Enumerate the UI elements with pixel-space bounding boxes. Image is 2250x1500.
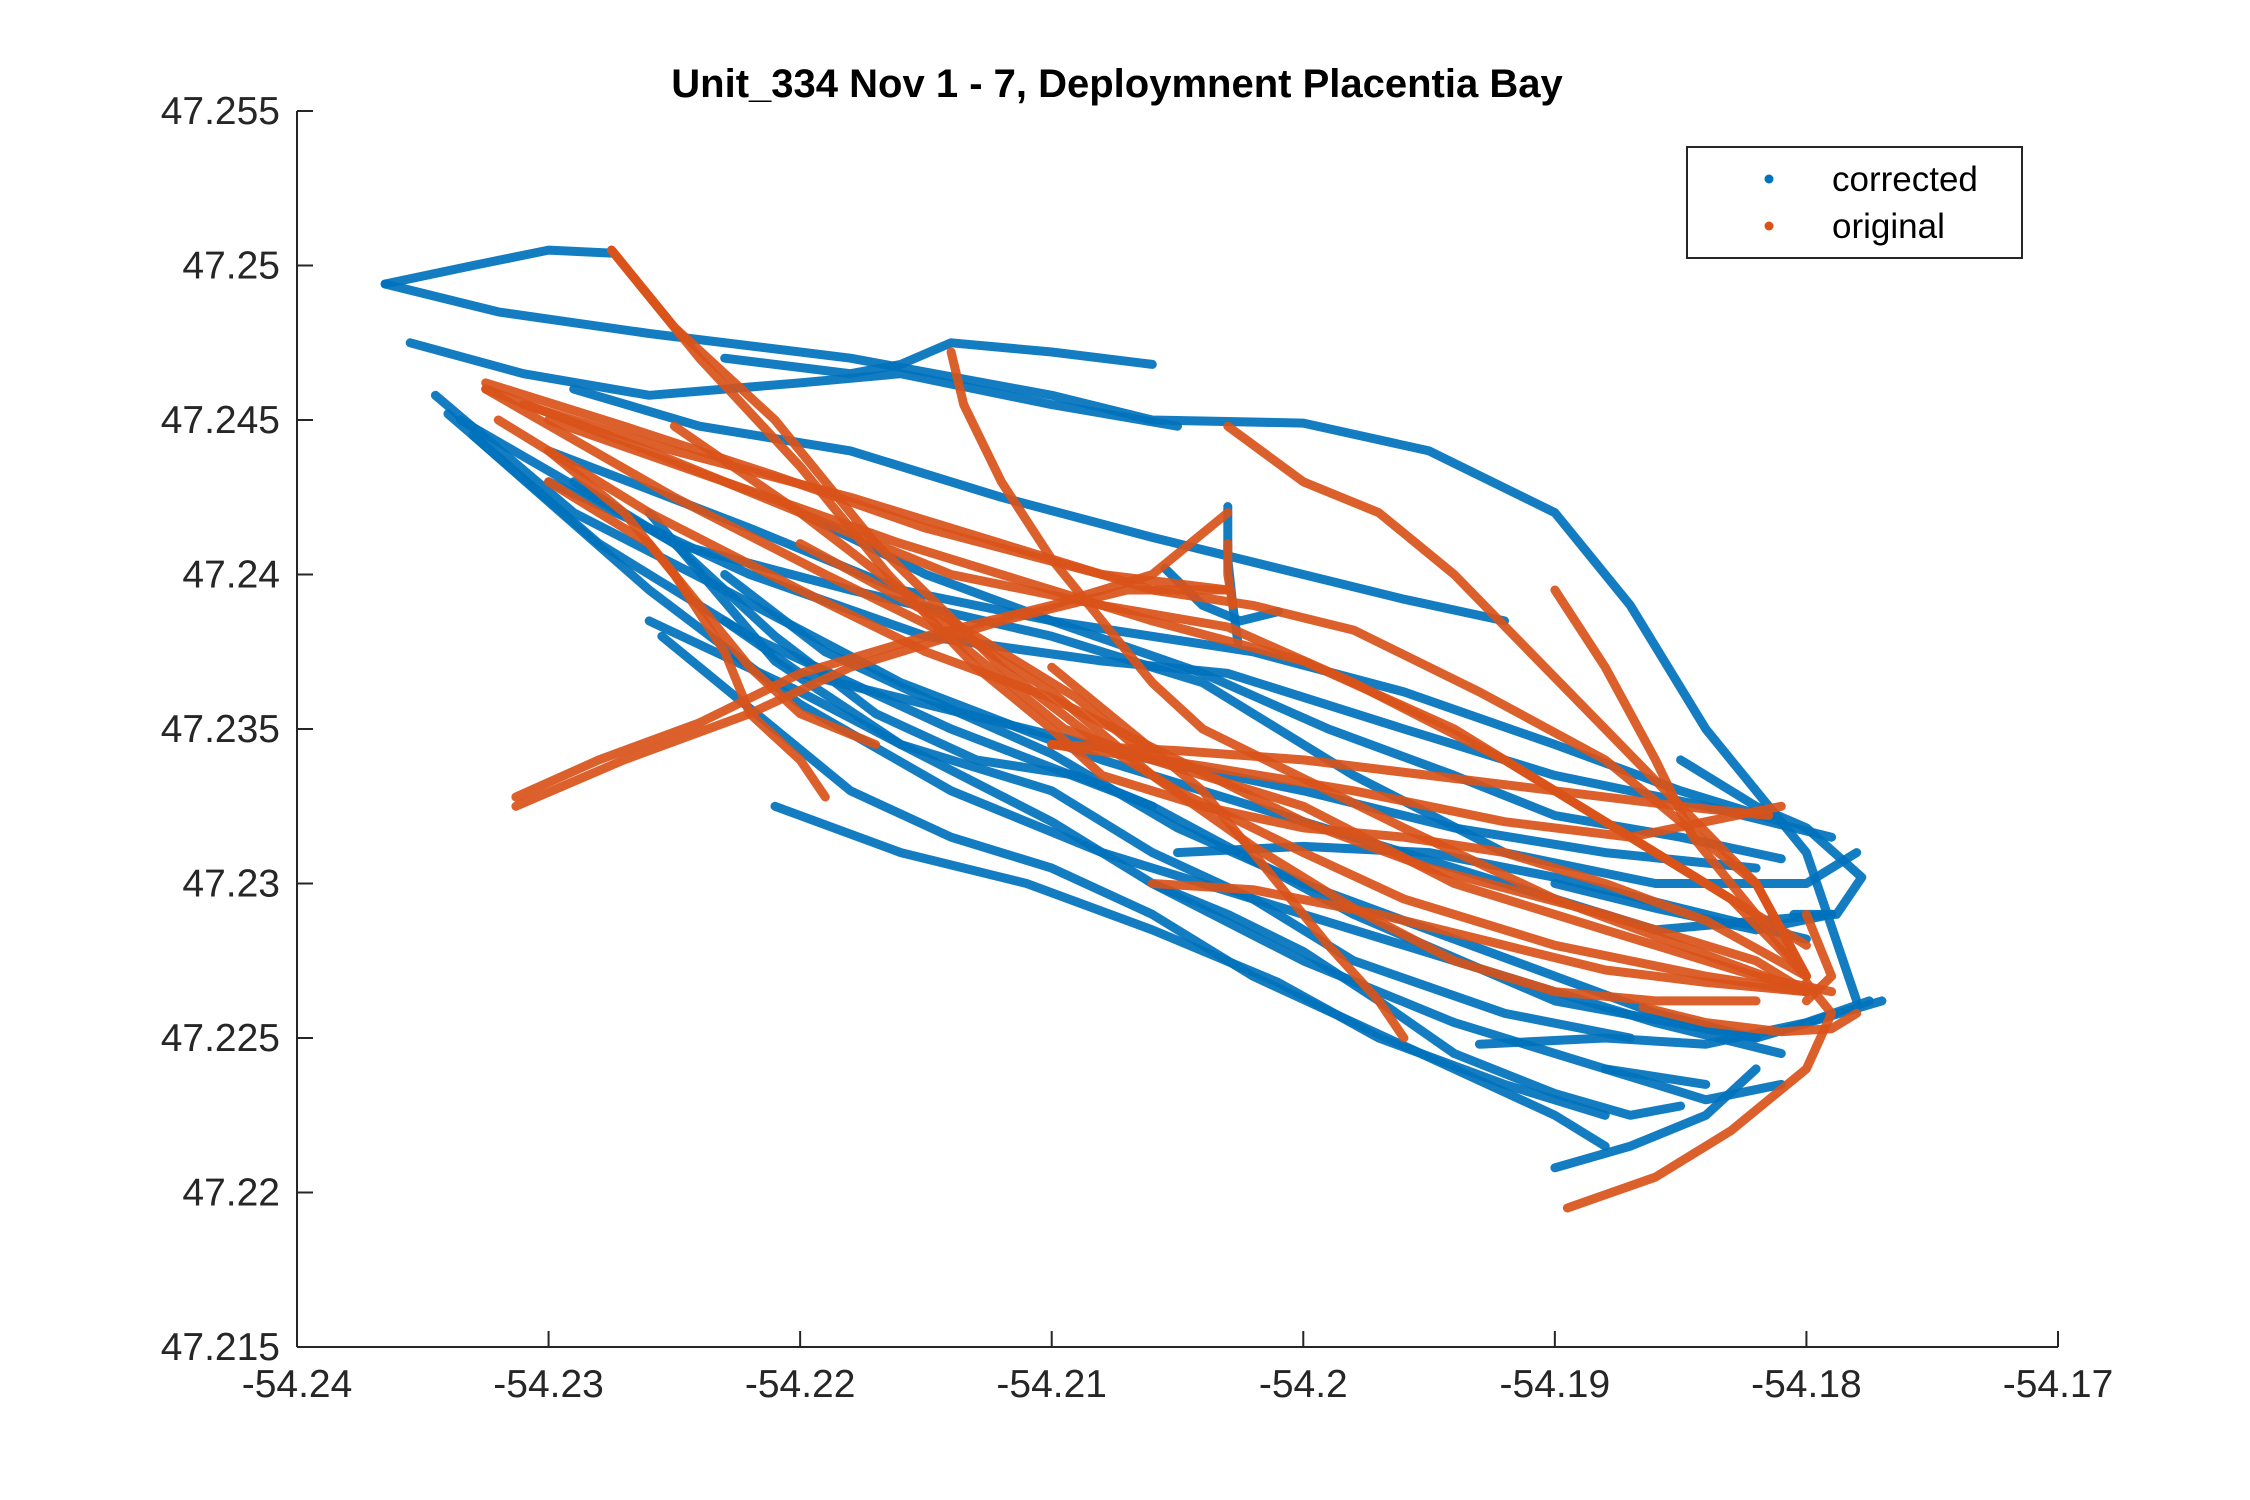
y-tick-label-5: 47.23	[182, 863, 280, 906]
track-original-20	[1638, 1002, 1862, 1037]
track-corrected-11	[657, 631, 1610, 1151]
x-tick-label-0: -54.24	[242, 1363, 353, 1406]
track-original-8	[946, 347, 1811, 997]
track-corrected-20	[770, 801, 1610, 1120]
legend-label-original: original	[1832, 207, 1945, 246]
track-original-5	[481, 378, 1233, 595]
track-original-23	[669, 421, 1157, 765]
y-tick-label-4: 47.235	[161, 708, 280, 751]
track-corrected-10	[644, 616, 1635, 1043]
track-original-7	[607, 245, 1811, 981]
x-tick-label-1: -54.23	[493, 1363, 604, 1406]
track-original-19	[1562, 977, 1837, 1213]
legend-box	[1686, 146, 2023, 259]
track-corrected-21	[1147, 879, 1686, 1120]
chart-title: Unit_334 Nov 1 - 7, Deploymnent Placenti…	[671, 62, 1563, 106]
track-original-10	[1550, 585, 1799, 966]
track-original-15	[1047, 740, 1774, 820]
y-tick-label-7: 47.22	[182, 1172, 280, 1215]
y-tick-label-0: 47.255	[161, 90, 280, 133]
track-original-24	[795, 539, 1761, 1006]
legend-label-corrected: corrected	[1832, 160, 1978, 199]
y-tick-label-2: 47.245	[161, 399, 280, 442]
plot-area	[380, 245, 1887, 1213]
track-original-9	[1223, 421, 1811, 981]
track-corrected-13	[795, 508, 1786, 864]
track-original-18	[1047, 662, 1409, 1043]
legend: corrected original	[1686, 146, 2023, 259]
track-corrected-0	[380, 245, 616, 289]
track-original-17	[1147, 879, 1811, 997]
series-original	[481, 245, 1862, 1213]
legend-marker-original	[1764, 221, 1774, 231]
legend-marker-corrected	[1764, 174, 1774, 184]
x-tick-label-6: -54.18	[1751, 1363, 1862, 1406]
track-corrected-24	[1600, 1064, 1786, 1105]
track-original-11	[544, 477, 881, 749]
track-original-16	[1047, 740, 1786, 842]
track-corrected-14	[569, 384, 1509, 626]
track-original-22	[1223, 539, 1238, 610]
y-tick-label-1: 47.25	[182, 245, 280, 288]
track-original-13	[511, 508, 1233, 802]
track-original-21	[1801, 909, 1837, 1006]
track-corrected-2	[405, 338, 1182, 431]
x-tick-label-2: -54.22	[745, 1363, 856, 1406]
axes: -54.24 -54.23 -54.22 -54.21 -54.2 -54.19 -54.1…	[161, 90, 2114, 1406]
track-corrected-1	[380, 279, 1862, 1006]
x-tick-label-4: -54.2	[1259, 1363, 1348, 1406]
track-corrected-15	[569, 477, 1157, 811]
y-tick-label-8: 47.215	[161, 1326, 280, 1369]
y-tick-label-6: 47.225	[161, 1017, 280, 1060]
x-tick-label-7: -54.17	[2003, 1363, 2114, 1406]
track-original-4	[544, 415, 1811, 981]
x-tick-label-5: -54.19	[1500, 1363, 1611, 1406]
track-original-14	[511, 585, 1233, 811]
y-tick-label-3: 47.24	[182, 554, 280, 597]
x-tick-label-3: -54.21	[996, 1363, 1107, 1406]
track-original-12	[544, 446, 830, 802]
track-corrected-16	[720, 338, 1157, 379]
